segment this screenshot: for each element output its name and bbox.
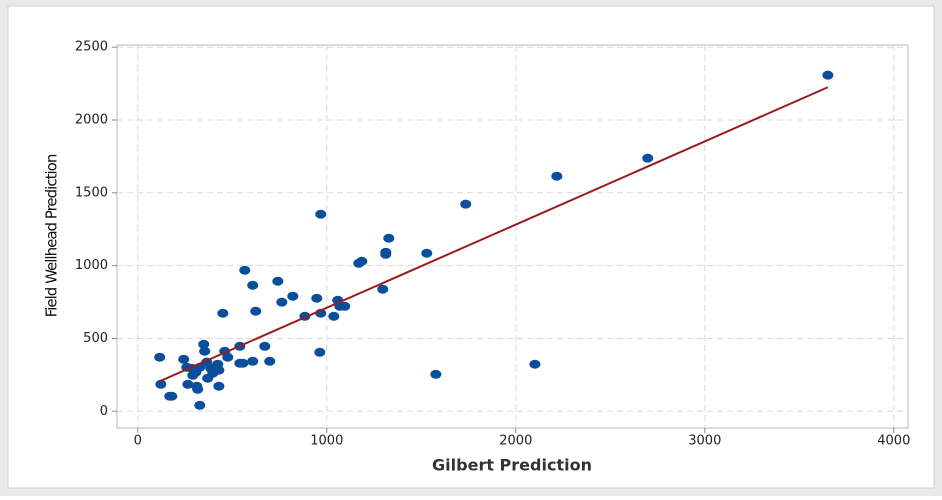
point [380, 247, 392, 257]
plot-area [116, 44, 909, 429]
x-axis-title: Gilbert Prediction [432, 456, 592, 475]
y-tick-label: 0 [100, 404, 108, 419]
y-tick-label: 500 [83, 331, 108, 346]
point [199, 346, 211, 356]
point [356, 256, 368, 266]
point [194, 400, 206, 410]
point [264, 356, 276, 366]
point [154, 352, 166, 362]
y-tick-label: 2000 [75, 112, 108, 127]
fit-line [159, 86, 829, 383]
point [247, 356, 259, 366]
y-tick-label: 1500 [75, 185, 108, 200]
point [222, 352, 234, 362]
point [551, 171, 563, 181]
point [311, 293, 323, 303]
point [529, 359, 541, 369]
y-tick-label: 2500 [75, 40, 108, 55]
point [237, 358, 249, 368]
x-tick-label: 2000 [499, 434, 532, 449]
point [166, 391, 178, 401]
point [383, 233, 395, 243]
point [239, 265, 251, 275]
point [642, 153, 654, 163]
point [287, 291, 299, 301]
point [314, 347, 326, 357]
point [259, 341, 271, 351]
x-tick-label: 0 [134, 434, 142, 449]
point [822, 70, 834, 80]
point [272, 276, 284, 286]
point [328, 311, 340, 321]
point [213, 381, 225, 391]
point [377, 284, 389, 294]
point [182, 379, 194, 389]
point [460, 199, 472, 209]
point [339, 301, 351, 311]
point [430, 369, 442, 379]
y-axis-title: Field Wellhead Prediction [43, 154, 61, 317]
point [198, 339, 210, 349]
point [213, 365, 225, 375]
point [217, 308, 229, 318]
point [276, 297, 288, 307]
point [155, 379, 167, 389]
point [421, 248, 433, 258]
point [192, 384, 204, 394]
x-tick-label: 4000 [877, 434, 910, 449]
point [315, 209, 327, 219]
y-tick-label: 1000 [75, 258, 108, 273]
x-tick-label: 3000 [688, 434, 721, 449]
point [247, 280, 259, 290]
x-tick-label: 1000 [310, 434, 343, 449]
point [250, 306, 262, 316]
point [178, 354, 190, 364]
